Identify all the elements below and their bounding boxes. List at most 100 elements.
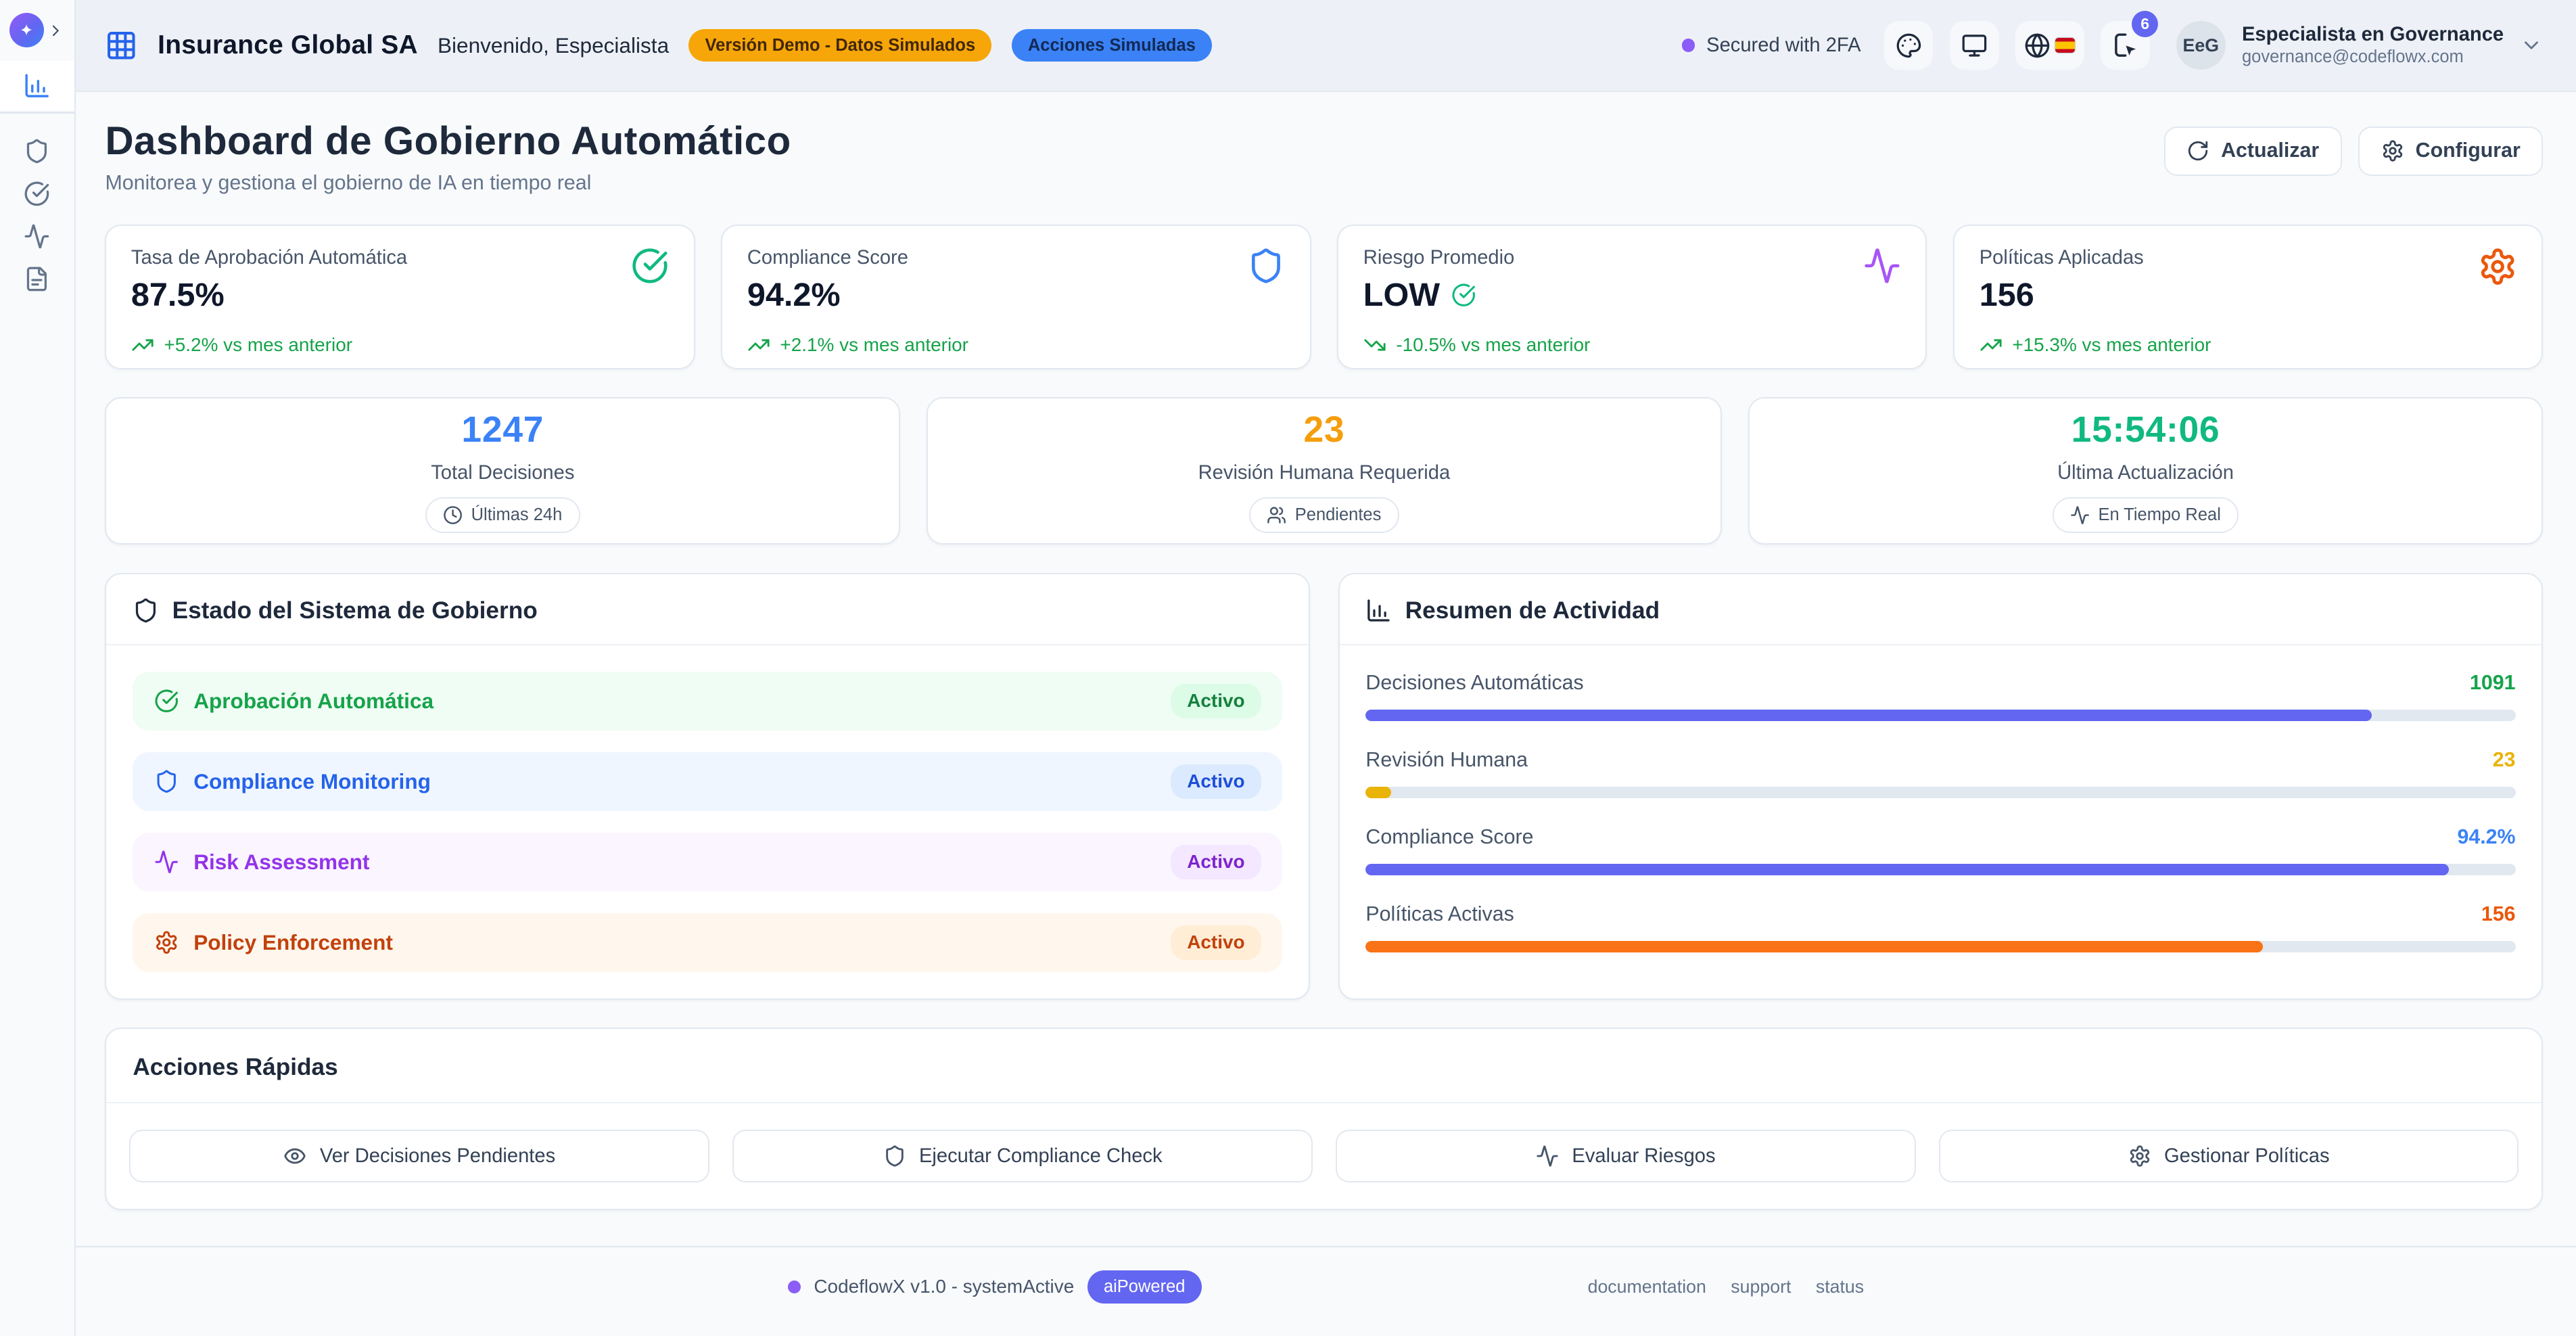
secured-2fa-label: Secured with 2FA xyxy=(1706,34,1860,57)
status-badge: Activo xyxy=(1171,845,1261,879)
globe-icon xyxy=(2024,32,2051,59)
activity-label: Políticas Activas xyxy=(1365,903,1514,926)
check-circle-icon xyxy=(1451,283,1476,307)
status-label: Aprobación Automática xyxy=(193,689,434,714)
shield-icon xyxy=(24,138,50,164)
progress-track xyxy=(1365,787,2515,798)
stat-label: Riesgo Promedio xyxy=(1363,247,1901,269)
activity-label: Decisiones Automáticas xyxy=(1365,672,1583,695)
stat-trend: -10.5% vs mes anterior xyxy=(1363,333,1901,356)
theme-palette-button[interactable] xyxy=(1884,21,1934,70)
progress-fill xyxy=(1365,787,1390,798)
refresh-button[interactable]: Actualizar xyxy=(2164,126,2342,176)
view-pending-decisions-button[interactable]: Ver Decisiones Pendientes xyxy=(129,1130,709,1182)
user-name: Especialista en Governance xyxy=(2242,22,2504,47)
notification-count-badge: 6 xyxy=(2132,11,2158,37)
footer-version: CodeflowX v1.0 - systemActive xyxy=(814,1276,1074,1297)
activity-row-human-review: Revisión Humana 23 xyxy=(1365,749,2515,798)
stat-trend: +2.1% vs mes anterior xyxy=(747,333,1285,356)
footer-link-documentation[interactable]: documentation xyxy=(1588,1276,1706,1297)
configure-button[interactable]: Configurar xyxy=(2358,126,2543,176)
activity-summary-panel: Resumen de Actividad Decisiones Automáti… xyxy=(1338,573,2544,1000)
bar-chart-icon xyxy=(23,72,51,99)
shield-icon xyxy=(154,769,179,793)
topbar: Insurance Global SA Bienvenido, Especial… xyxy=(76,0,2576,92)
bar-chart-icon xyxy=(1365,597,1392,624)
page-subtitle: Monitorea y gestiona el gobierno de IA e… xyxy=(105,172,791,195)
notifications-button[interactable]: 6 xyxy=(2101,21,2150,70)
activity-icon xyxy=(2070,505,2090,525)
stat-card-applied-policies: Políticas Aplicadas 156 +15.3% vs mes an… xyxy=(1953,225,2543,369)
display-mode-button[interactable] xyxy=(1950,21,1999,70)
metric-value: 1247 xyxy=(461,409,544,451)
manage-policies-button[interactable]: Gestionar Políticas xyxy=(1939,1130,2519,1182)
status-row-policy-enforcement[interactable]: Policy Enforcement Activo xyxy=(133,913,1282,972)
device-share-icon xyxy=(2111,31,2139,59)
apps-grid-button[interactable] xyxy=(105,29,138,62)
palette-icon xyxy=(1896,32,1922,59)
status-label: Policy Enforcement xyxy=(193,930,393,955)
metric-badge: Últimas 24h xyxy=(425,497,580,533)
sidebar-expand-button[interactable] xyxy=(47,22,65,40)
quick-actions-panel: Acciones Rápidas Ver Decisiones Pendient… xyxy=(105,1028,2543,1210)
eye-icon xyxy=(283,1145,306,1168)
refresh-icon xyxy=(2186,139,2209,162)
app-logo: ✦ xyxy=(9,13,44,47)
progress-track xyxy=(1365,864,2515,875)
gear-icon xyxy=(2381,139,2404,162)
status-badge: Activo xyxy=(1171,684,1261,718)
user-menu[interactable]: Especialista en Governance governance@co… xyxy=(2242,22,2504,68)
user-email: governance@codeflowx.com xyxy=(2242,47,2504,68)
progress-fill xyxy=(1365,710,2372,721)
footer-link-status[interactable]: status xyxy=(1816,1276,1864,1297)
status-row-risk-assessment[interactable]: Risk Assessment Activo xyxy=(133,833,1282,892)
stat-card-approval-rate: Tasa de Aprobación Automática 87.5% +5.2… xyxy=(105,225,695,369)
activity-icon xyxy=(154,850,179,874)
metric-card-human-review: 23 Revisión Humana Requerida Pendientes xyxy=(927,397,1722,545)
chevron-right-icon xyxy=(47,22,65,40)
activity-icon xyxy=(24,223,50,250)
trending-up-icon xyxy=(747,333,770,356)
simulated-actions-badge: Acciones Simuladas xyxy=(1012,29,1213,62)
progress-fill xyxy=(1365,864,2449,875)
user-menu-caret[interactable] xyxy=(2520,34,2543,57)
footer-link-support[interactable]: support xyxy=(1731,1276,1791,1297)
sidebar: ✦ xyxy=(0,0,76,1336)
metric-label: Revisión Humana Requerida xyxy=(1198,462,1451,484)
monitor-icon xyxy=(1961,32,1988,59)
sidebar-item-activity[interactable] xyxy=(0,215,74,258)
language-button[interactable] xyxy=(2015,21,2084,70)
activity-row-auto-decisions: Decisiones Automáticas 1091 xyxy=(1365,672,2515,721)
sidebar-item-governance[interactable] xyxy=(0,130,74,172)
grid-icon xyxy=(105,29,138,62)
ai-powered-badge: aiPowered xyxy=(1087,1270,1202,1303)
check-circle-icon xyxy=(24,181,50,207)
shield-icon xyxy=(883,1145,906,1168)
activity-value: 23 xyxy=(2493,749,2516,772)
sidebar-item-approvals[interactable] xyxy=(0,172,74,215)
activity-row-active-policies: Políticas Activas 156 xyxy=(1365,903,2515,952)
status-label: Risk Assessment xyxy=(193,850,369,875)
status-row-auto-approval[interactable]: Aprobación Automática Activo xyxy=(133,672,1282,731)
configure-label: Configurar xyxy=(2416,139,2521,162)
stat-value: 156 xyxy=(1980,276,2517,314)
activity-label: Compliance Score xyxy=(1365,826,1533,849)
trending-up-icon xyxy=(131,333,154,356)
status-row-compliance-monitoring[interactable]: Compliance Monitoring Activo xyxy=(133,752,1282,811)
gear-icon xyxy=(2478,247,2517,286)
activity-row-compliance-score: Compliance Score 94.2% xyxy=(1365,826,2515,875)
activity-value: 94.2% xyxy=(2457,826,2515,849)
stat-value: 87.5% xyxy=(131,276,669,314)
progress-fill xyxy=(1365,941,2262,952)
metric-label: Última Actualización xyxy=(2057,462,2234,484)
stat-value: 94.2% xyxy=(747,276,1285,314)
avatar[interactable]: EeG xyxy=(2176,21,2226,70)
progress-track xyxy=(1365,710,2515,721)
stat-label: Tasa de Aprobación Automática xyxy=(131,247,669,269)
secured-2fa-status: Secured with 2FA xyxy=(1682,34,1861,57)
sidebar-item-documents[interactable] xyxy=(0,258,74,300)
evaluate-risks-button[interactable]: Evaluar Riesgos xyxy=(1336,1130,1916,1182)
sidebar-item-dashboard[interactable] xyxy=(0,61,74,110)
run-compliance-check-button[interactable]: Ejecutar Compliance Check xyxy=(732,1130,1313,1182)
footer: CodeflowX v1.0 - systemActive aiPowered … xyxy=(76,1246,2576,1336)
